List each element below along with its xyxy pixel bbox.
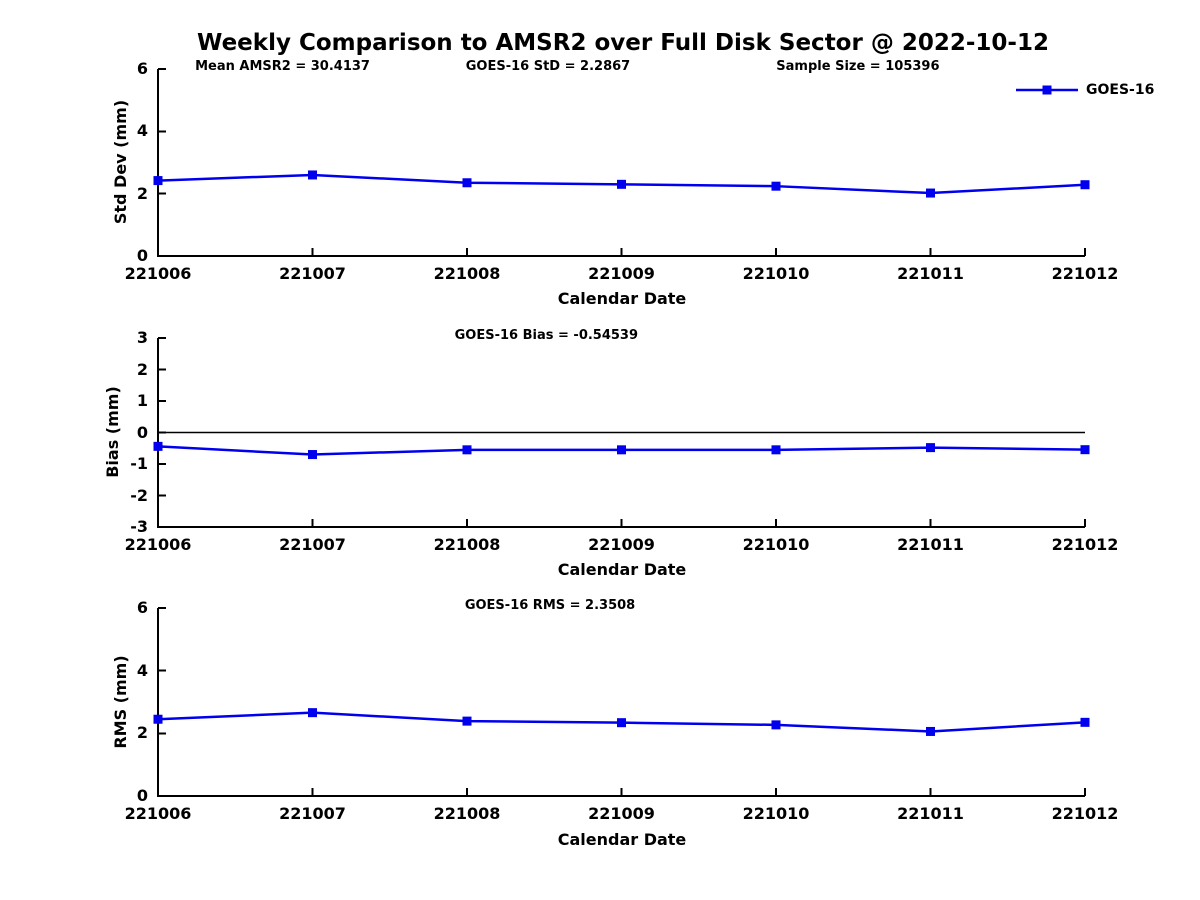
legend-label: GOES-16 [1086,82,1155,98]
legend-line-marker-icon [1016,85,1078,95]
chart-title: Weekly Comparison to AMSR2 over Full Dis… [197,30,1049,56]
legend: GOES-16 [1012,82,1154,98]
